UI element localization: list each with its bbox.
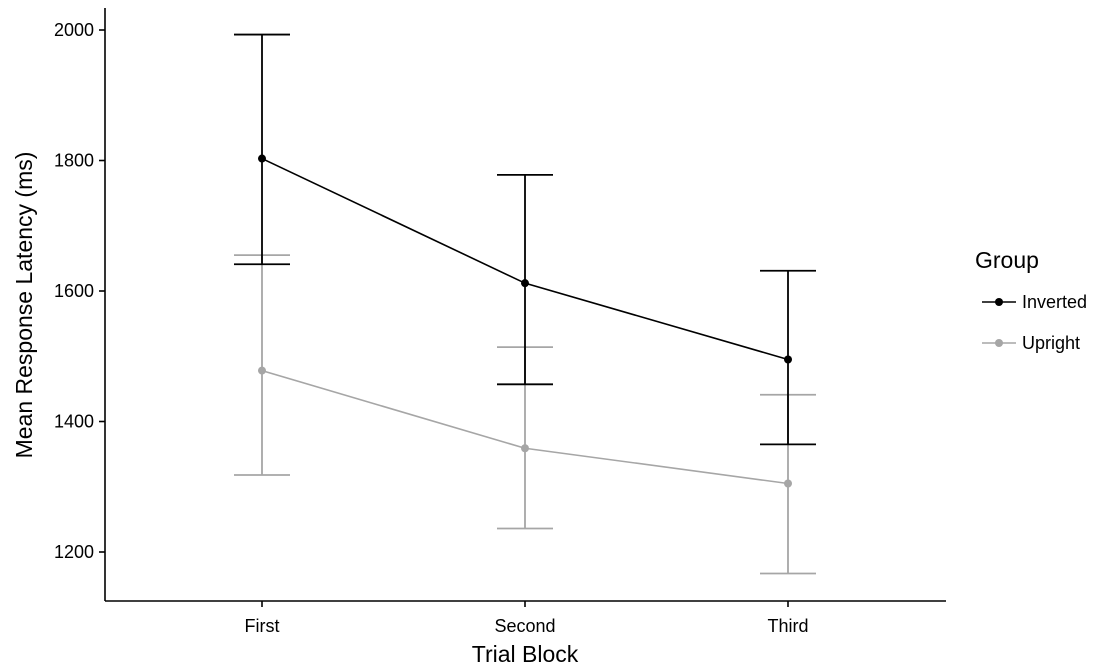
- legend-label: Inverted: [1022, 292, 1087, 312]
- legend-item-inverted: Inverted: [982, 292, 1087, 312]
- y-tick-label: 1200: [54, 542, 94, 562]
- legend-marker: [995, 339, 1003, 347]
- x-tick-label: First: [245, 616, 280, 636]
- y-tick-label: 2000: [54, 20, 94, 40]
- data-point-upright: [258, 366, 266, 375]
- data-point-inverted: [521, 279, 529, 288]
- series-upright: [234, 254, 816, 575]
- y-axis-title: Mean Response Latency (ms): [11, 152, 37, 459]
- series-inverted: [234, 33, 816, 446]
- x-axis-ticks: First Second Third: [245, 601, 809, 636]
- error-bar-inverted: [234, 33, 290, 266]
- data-point-upright: [784, 479, 792, 488]
- x-tick-label: Second: [494, 616, 555, 636]
- legend-title: Group: [975, 247, 1039, 273]
- plot-area: [234, 33, 816, 575]
- data-point-upright: [521, 444, 529, 453]
- error-bar-upright: [234, 254, 290, 476]
- y-axis-ticks: 1200 1400 1600 1800 2000: [54, 20, 105, 562]
- x-axis-title: Trial Block: [472, 641, 579, 667]
- data-point-inverted: [258, 154, 266, 163]
- y-tick-label: 1800: [54, 151, 94, 171]
- legend: Group Inverted Upright: [975, 247, 1087, 353]
- legend-item-upright: Upright: [982, 333, 1080, 353]
- data-point-inverted: [784, 355, 792, 364]
- legend-marker: [995, 298, 1003, 306]
- y-tick-label: 1600: [54, 281, 94, 301]
- y-tick-label: 1400: [54, 412, 94, 432]
- legend-label: Upright: [1022, 333, 1080, 353]
- x-tick-label: Third: [767, 616, 808, 636]
